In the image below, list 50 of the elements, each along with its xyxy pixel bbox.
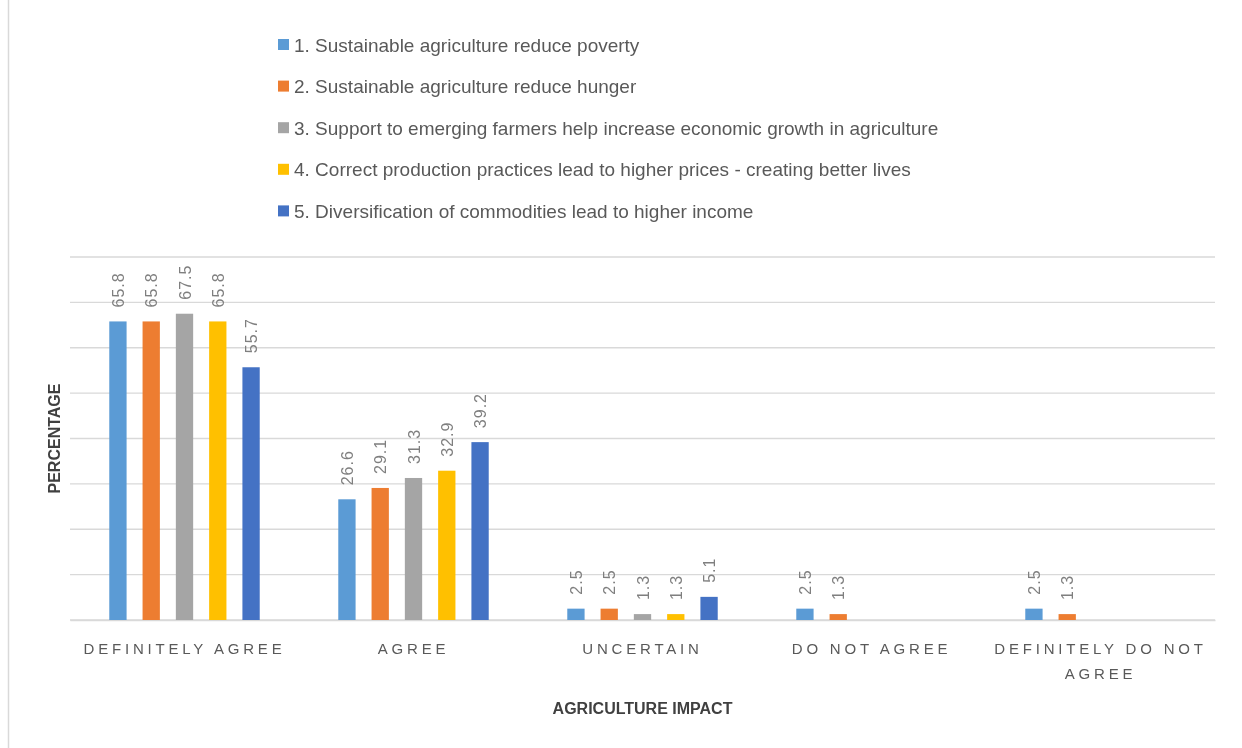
- bar: [600, 608, 618, 620]
- x-tick-label: AGREE: [377, 640, 450, 657]
- bar: [1025, 608, 1043, 620]
- bar: [404, 477, 423, 620]
- bar: [371, 487, 389, 620]
- data-label: 2.5: [567, 569, 585, 595]
- bar: [829, 614, 847, 620]
- data-label: 39.2: [472, 392, 490, 429]
- data-label: 65.8: [109, 272, 127, 308]
- legend-label: 3. Support to emerging farmers help increase economic growth in agriculture: [294, 117, 939, 139]
- bar: [700, 596, 718, 620]
- data-label: 67.5: [176, 264, 194, 300]
- data-label: 29.1: [372, 438, 390, 474]
- bar: [633, 614, 652, 620]
- bar: [1058, 614, 1076, 620]
- data-label: 65.8: [209, 272, 227, 308]
- bar: [438, 470, 456, 620]
- bar: [242, 367, 260, 620]
- bar: [471, 442, 489, 620]
- data-label: 2.5: [796, 569, 814, 595]
- data-label: 1.3: [830, 574, 848, 601]
- bar: [796, 608, 814, 620]
- bar: [667, 614, 685, 620]
- data-label: 1.3: [634, 574, 652, 601]
- bar: [338, 499, 356, 620]
- x-tick-label: DEFINITELY DO NOT AGREE: [994, 640, 1207, 682]
- data-label: 32.9: [438, 421, 456, 457]
- bar: [142, 321, 160, 620]
- data-label: 31.3: [405, 428, 423, 464]
- legend-label: 2. Sustainable agriculture reduce hunger: [294, 76, 637, 98]
- data-label: 2.5: [601, 569, 619, 595]
- data-label: 1.3: [667, 574, 685, 601]
- bar: [209, 321, 227, 620]
- legend-label: 1. Sustainable agriculture reduce poverty: [294, 34, 640, 56]
- x-tick-label: DO NOT AGREE: [791, 640, 952, 657]
- data-label: 1.3: [1059, 574, 1077, 601]
- data-label: 65.8: [143, 272, 161, 308]
- data-label: 2.5: [1025, 569, 1043, 595]
- x-axis-title: AGRICULTURE IMPACT: [552, 700, 733, 717]
- legend-label: 4. Correct production practices lead to higher prices - creating better lives: [294, 159, 911, 181]
- data-label: 5.1: [701, 557, 719, 583]
- x-tick-label: DEFINITELY AGREE: [83, 640, 286, 657]
- bar: [567, 608, 585, 620]
- y-axis-title: PERCENTAGE: [46, 383, 63, 494]
- bar: [109, 321, 127, 620]
- bar: [175, 313, 194, 620]
- data-label: 55.7: [243, 318, 261, 354]
- data-label: 26.6: [338, 450, 356, 486]
- x-tick-label: UNCERTAIN: [582, 640, 703, 657]
- legend-label: 5. Diversification of commodities lead to higher income: [294, 201, 754, 223]
